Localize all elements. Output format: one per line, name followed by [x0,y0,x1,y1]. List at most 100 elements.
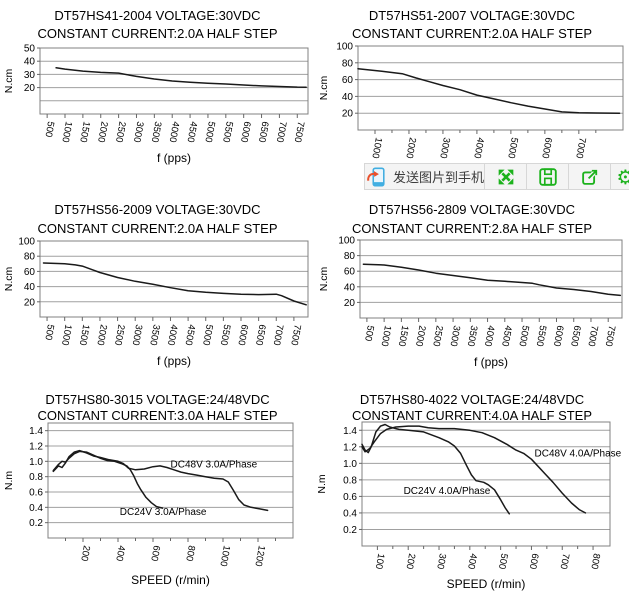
svg-text:0.6: 0.6 [343,492,357,503]
svg-text:20: 20 [342,109,354,120]
svg-text:N.cm: N.cm [3,69,15,94]
svg-text:1200: 1200 [252,544,267,567]
svg-text:0.4: 0.4 [29,503,43,514]
svg-text:2000: 2000 [95,120,110,143]
svg-text:400: 400 [465,552,479,570]
svg-text:5000: 5000 [516,324,531,347]
svg-text:0.8: 0.8 [29,472,43,483]
svg-text:1000: 1000 [59,323,74,346]
svg-text:f (pps): f (pps) [157,354,191,368]
send-to-phone-button[interactable]: 发送图片到手机 [365,164,485,189]
svg-text:7000: 7000 [271,323,286,346]
svg-text:2500: 2500 [430,324,445,347]
svg-text:500: 500 [42,120,56,138]
save-icon [537,166,559,188]
share-button[interactable] [569,164,611,189]
svg-text:1500: 1500 [396,324,411,347]
svg-text:1.2: 1.2 [29,442,43,453]
svg-text:40: 40 [344,282,356,293]
svg-text:7000: 7000 [585,324,600,347]
svg-text:1500: 1500 [77,323,92,346]
svg-text:5500: 5500 [218,323,233,346]
svg-text:60: 60 [344,267,356,278]
chart-title: DT57HS80-4022 VOLTAGE:24/48VDC [359,392,585,407]
svg-text:400: 400 [113,544,127,562]
chart-canvas: 0.2 0.4 0.6 0.8 1.0 1.2 1.4 200 400 600 800 1000 120… [3,422,294,587]
svg-text:3500: 3500 [465,324,480,347]
svg-text:200: 200 [404,552,418,570]
svg-text:0.4: 0.4 [343,508,357,519]
fullscreen-button[interactable] [485,164,527,189]
svg-text:1.0: 1.0 [29,457,43,468]
svg-text:4000: 4000 [165,323,180,346]
chart-title: DT57HS56-2009 VOLTAGE:30VDC [54,202,261,217]
svg-text:6500: 6500 [253,323,268,346]
svg-text:6000: 6000 [539,136,554,159]
svg-text:4000: 4000 [167,120,182,143]
svg-text:80: 80 [24,252,36,263]
svg-text:0.2: 0.2 [29,518,43,529]
chart-canvas: 0.2 0.4 0.6 0.8 1.0 1.2 1.4 100 200 300 400 500 600 7… [316,421,622,591]
svg-text:0.2: 0.2 [343,525,357,536]
svg-text:f (pps): f (pps) [474,355,508,369]
chart-subtitle: CONSTANT CURRENT:3.0A HALF STEP [37,408,278,423]
settings-gear-icon: ⚙ [616,164,629,189]
svg-text:40: 40 [342,92,354,103]
svg-text:100: 100 [336,42,353,53]
svg-text:1.4: 1.4 [29,426,43,437]
svg-text:4000: 4000 [471,136,486,159]
svg-text:30: 30 [24,70,36,81]
svg-text:5500: 5500 [534,324,549,347]
svg-text:3500: 3500 [147,323,162,346]
svg-text:1.2: 1.2 [343,442,357,453]
svg-text:DC24V 3.0A/Phase: DC24V 3.0A/Phase [120,507,207,518]
chart-panel-dt57hs80-3015: DT57HS80-3015 VOLTAGE:24/48VDC CONSTANT … [0,390,315,594]
svg-text:100: 100 [338,236,355,247]
svg-text:1.4: 1.4 [343,426,357,437]
svg-text:50: 50 [24,44,36,55]
svg-text:DC48V 4.0A/Phase: DC48V 4.0A/Phase [535,449,622,460]
svg-text:3000: 3000 [437,136,452,159]
chart-title: DT57HS56-2809 VOLTAGE:30VDC [368,202,576,217]
svg-text:20: 20 [24,297,36,308]
svg-text:5000: 5000 [505,136,520,159]
svg-text:20: 20 [344,298,356,309]
svg-text:300: 300 [434,552,448,570]
svg-text:80: 80 [342,58,354,69]
svg-text:7000: 7000 [274,120,289,143]
settings-button[interactable]: ⚙ [611,164,629,189]
svg-text:N.m: N.m [316,474,328,494]
svg-text:SPEED (r/min): SPEED (r/min) [131,573,210,587]
svg-text:7500: 7500 [603,324,618,347]
chart-panel-dt57hs56-2009: DT57HS56-2009 VOLTAGE:30VDC CONSTANT CUR… [0,195,315,390]
svg-text:1500: 1500 [77,120,92,143]
svg-text:4500: 4500 [184,120,199,143]
share-icon [579,166,601,188]
chart-subtitle: CONSTANT CURRENT:4.0A HALF STEP [351,408,593,423]
svg-text:5000: 5000 [202,120,217,143]
svg-text:6500: 6500 [256,120,271,143]
svg-text:60: 60 [342,75,354,86]
svg-text:500: 500 [362,324,376,342]
svg-text:80: 80 [344,251,356,262]
svg-text:3000: 3000 [131,120,146,143]
svg-text:N.cm: N.cm [318,267,330,292]
fullscreen-icon [495,166,517,188]
svg-text:600: 600 [148,544,162,562]
chart-title: DT57HS41-2004 VOLTAGE:30VDC [54,8,261,23]
svg-text:1000: 1000 [379,324,394,347]
svg-text:6000: 6000 [235,323,250,346]
svg-text:2000: 2000 [403,136,418,159]
send-to-phone-label: 发送图片到手机 [393,171,485,186]
phone-send-icon [365,166,387,188]
svg-text:0.8: 0.8 [343,475,357,486]
svg-text:DC48V 3.0A/Phase: DC48V 3.0A/Phase [171,459,258,470]
svg-text:0.6: 0.6 [29,488,43,499]
save-button[interactable] [527,164,569,189]
svg-text:6500: 6500 [568,324,583,347]
svg-text:N.cm: N.cm [3,267,15,292]
svg-text:1000: 1000 [59,120,74,143]
svg-text:6000: 6000 [238,120,253,143]
chart-canvas: 20 40 60 80 100 500 1000 1500 2000 2500 3000 3500 40… [318,236,623,369]
